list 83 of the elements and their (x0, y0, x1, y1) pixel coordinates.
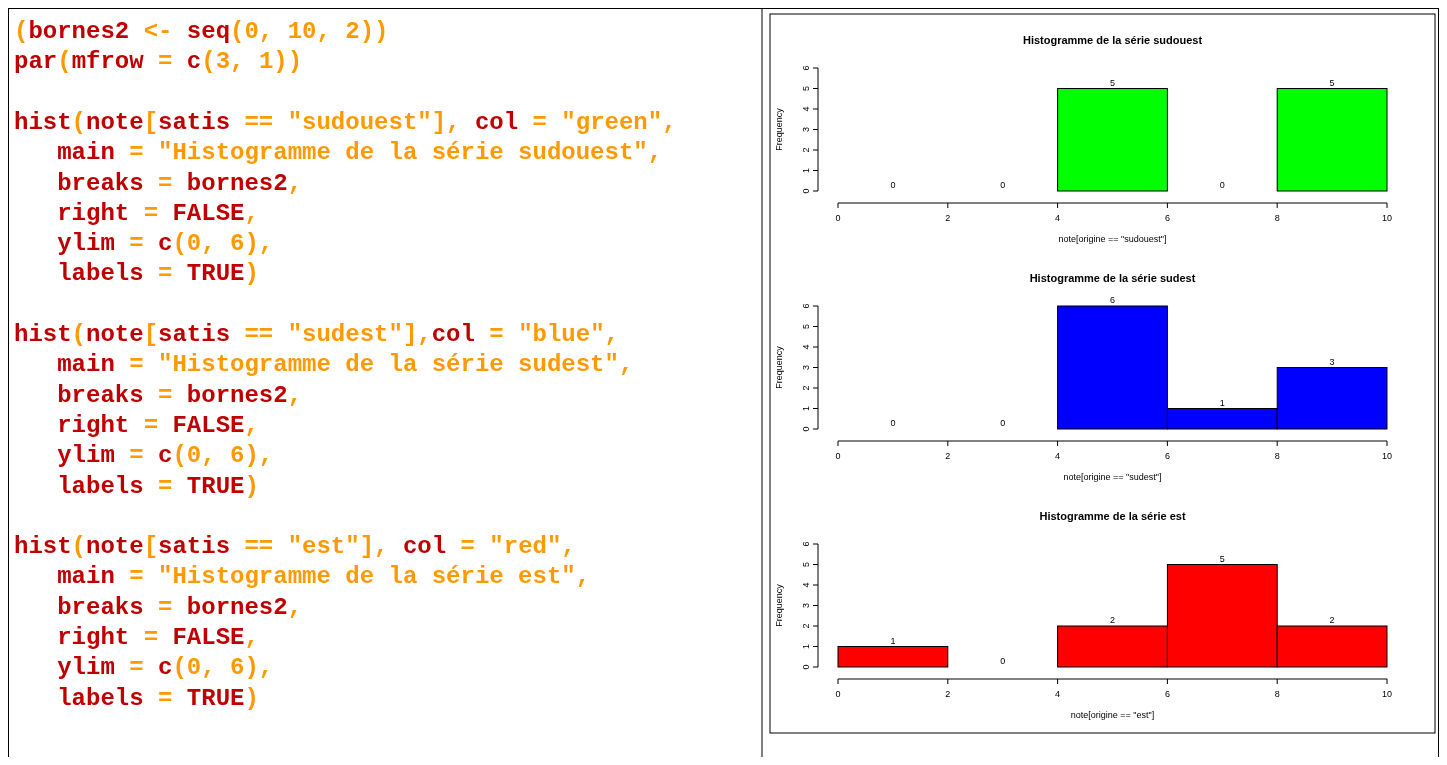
y-tick-label: 5 (801, 323, 811, 330)
x-tick-label: 8 (1274, 451, 1280, 461)
text: right = FALSE, (57, 411, 259, 439)
x-axis-title: note[origine == "sudest"] (1063, 472, 1162, 482)
data-label: 1 (890, 635, 896, 646)
y-tick-label: 0 (801, 664, 811, 670)
text: right = FALSE, (57, 624, 259, 651)
y-tick-label: 6 (801, 541, 811, 547)
data-label: 0 (890, 418, 896, 428)
y-tick-label: 2 (801, 623, 811, 629)
y-tick-label: 3 (801, 602, 811, 609)
data-label: 0 (890, 180, 896, 190)
text: breaks = bornes2, (57, 169, 303, 197)
data-label: 2 (1329, 615, 1335, 625)
y-tick-label: 0 (801, 188, 811, 194)
chart-title: Histogramme de la série sudouest (1022, 34, 1203, 46)
data-label: 5 (1219, 553, 1225, 564)
y-tick-label: 4 (801, 106, 811, 112)
data-label: 3 (1329, 356, 1335, 367)
data-label: 1 (1219, 397, 1225, 408)
text: labels = TRUE) (57, 684, 259, 712)
x-tick-label: 0 (835, 451, 841, 461)
x-tick-label: 6 (1164, 213, 1170, 223)
x-tick-label: 10 (1381, 213, 1393, 223)
y-axis-title: Frequency (774, 345, 784, 389)
x-tick-label: 6 (1164, 689, 1170, 699)
text: par(mfrow = c(3, 1)) (14, 48, 303, 76)
text: right = FALSE, (57, 199, 259, 227)
y-axis-title: Frequency (774, 583, 784, 627)
y-tick-label: 5 (801, 85, 811, 92)
data-label: 2 (1109, 615, 1116, 625)
data-label: 0 (1000, 418, 1006, 428)
data-label: 0 (1219, 180, 1225, 190)
data-label: 5 (1109, 77, 1116, 88)
x-tick-label: 10 (1381, 451, 1393, 461)
text: breaks = bornes2, (57, 381, 303, 409)
chart-title: Histogramme de la série est (1039, 510, 1186, 522)
y-tick-label: 2 (801, 385, 811, 391)
x-tick-label: 2 (945, 213, 951, 223)
text: main = "Histogramme de la série sudouest", (57, 139, 663, 167)
text: hist(note[satis == "sudouest"], col = "green", (14, 108, 677, 136)
y-tick-label: 5 (801, 561, 811, 568)
y-tick-label: 1 (801, 643, 811, 650)
y-tick-label: 0 (801, 426, 811, 432)
y-tick-label: 1 (801, 405, 811, 412)
y-tick-label: 6 (801, 303, 811, 309)
text: main = "Histogramme de la série est", (57, 563, 591, 591)
chart-title: Histogramme de la série sudest (1029, 272, 1196, 284)
data-label: 6 (1109, 295, 1116, 305)
x-tick-label: 2 (945, 689, 951, 699)
x-axis-title: note[origine == "est"] (1070, 710, 1155, 720)
text: (bornes2 <- seq(0, 10, 2)) (14, 18, 389, 45)
text: labels = TRUE) (57, 260, 259, 288)
y-tick-label: 2 (801, 147, 811, 153)
y-tick-label: 4 (801, 344, 811, 350)
x-tick-label: 8 (1274, 213, 1280, 223)
x-tick-label: 4 (1055, 451, 1061, 461)
x-axis-title: note[origine == "sudouest"] (1058, 234, 1167, 244)
text: main = "Histogramme de la série sudest", (57, 351, 634, 379)
text: hist(note[satis == "sudest"],col = "blue", (14, 321, 619, 348)
y-tick-label: 6 (801, 65, 811, 71)
data-label: 5 (1329, 77, 1335, 88)
y-axis-title: Frequency (774, 107, 784, 151)
x-tick-label: 6 (1164, 451, 1170, 461)
x-tick-label: 0 (835, 213, 841, 223)
x-tick-label: 4 (1055, 689, 1061, 699)
x-tick-label: 0 (835, 689, 841, 699)
x-tick-label: 8 (1274, 689, 1280, 699)
y-tick-label: 3 (801, 126, 811, 133)
text: hist(note[satis == "est"], col = "red", (14, 533, 576, 561)
y-tick-label: 3 (801, 364, 811, 371)
text: ylim = c(0, 6), (57, 654, 274, 682)
text: labels = TRUE) (57, 472, 259, 500)
y-tick-label: 1 (801, 167, 811, 174)
x-tick-label: 2 (945, 451, 951, 461)
data-label: 0 (1000, 656, 1006, 666)
y-tick-label: 4 (801, 582, 811, 588)
text: breaks = bornes2, (57, 593, 303, 621)
text: ylim = c(0, 6), (57, 230, 274, 258)
x-tick-label: 10 (1381, 689, 1393, 699)
x-tick-label: 4 (1055, 213, 1061, 223)
text: ylim = c(0, 6), (57, 442, 274, 470)
data-label: 0 (1000, 180, 1006, 190)
